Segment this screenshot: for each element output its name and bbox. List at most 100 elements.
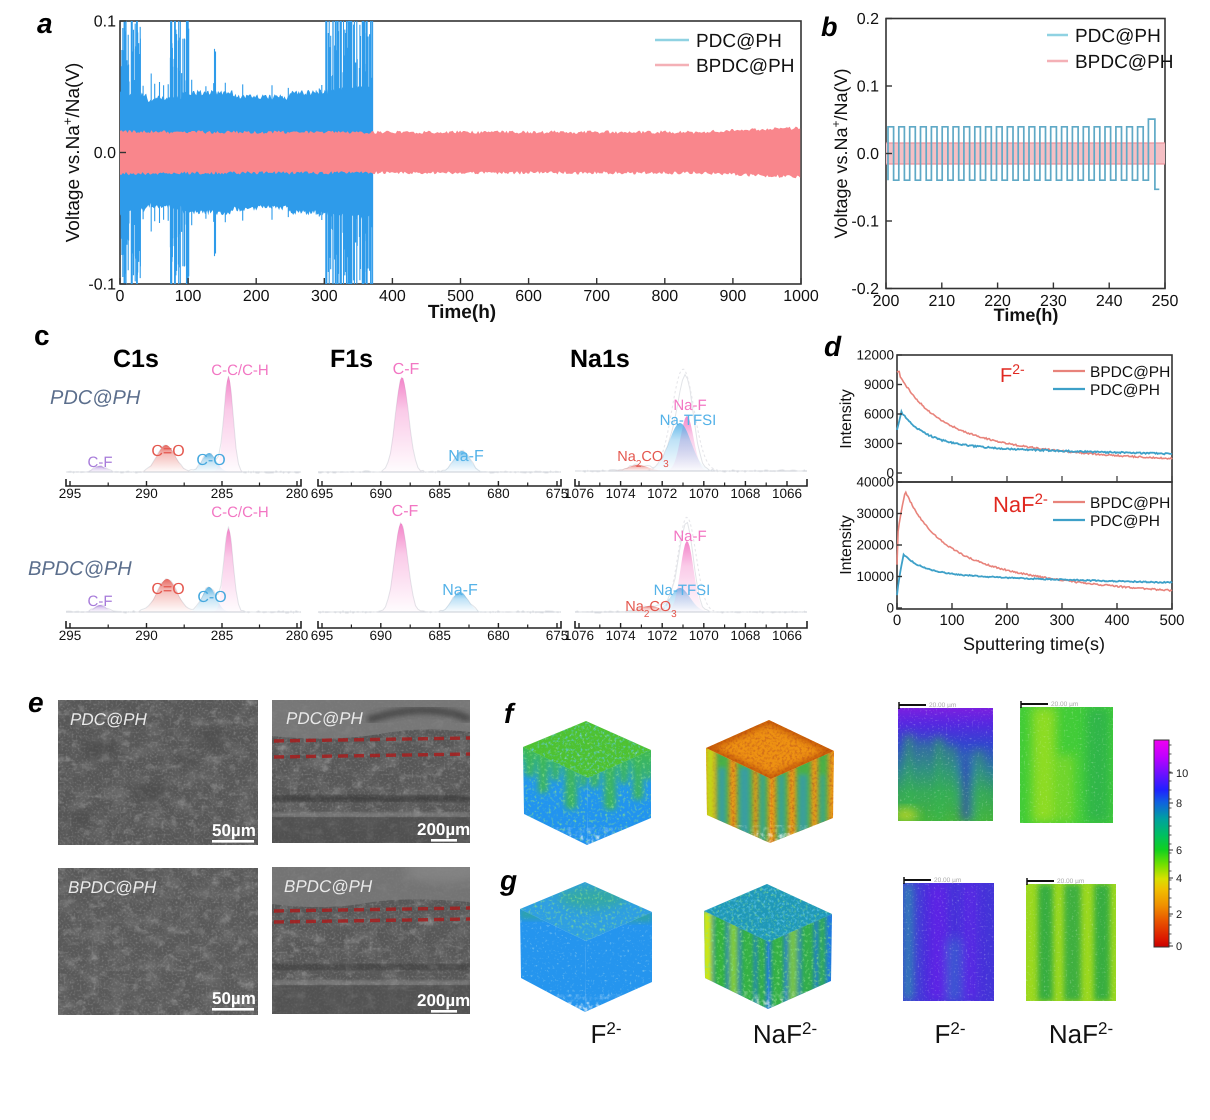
- svg-text:0: 0: [886, 601, 894, 616]
- svg-text:300: 300: [1049, 612, 1074, 629]
- svg-text:Na2CO3: Na2CO3: [617, 449, 669, 470]
- svg-text:220: 220: [984, 293, 1011, 310]
- svg-text:210: 210: [928, 293, 955, 310]
- svg-text:1074: 1074: [606, 486, 637, 501]
- svg-text:3000: 3000: [864, 436, 894, 451]
- svg-text:50µm: 50µm: [212, 821, 256, 840]
- svg-text:0.0: 0.0: [857, 146, 879, 163]
- svg-text:Na-TFSI: Na-TFSI: [660, 412, 717, 429]
- svg-text:1070: 1070: [689, 628, 719, 643]
- svg-text:PDC@PH: PDC@PH: [1090, 513, 1160, 530]
- svg-text:200: 200: [243, 288, 270, 305]
- svg-text:C-C/C-H: C-C/C-H: [211, 504, 269, 521]
- svg-text:285: 285: [211, 628, 234, 643]
- svg-text:c: c: [34, 320, 50, 351]
- svg-text:680: 680: [487, 628, 510, 643]
- svg-text:20.00 µm: 20.00 µm: [1051, 701, 1078, 708]
- svg-text:695: 695: [311, 628, 334, 643]
- svg-text:1072: 1072: [647, 486, 677, 501]
- svg-text:10000: 10000: [856, 569, 894, 584]
- svg-text:675: 675: [546, 486, 569, 501]
- svg-text:a: a: [37, 8, 53, 39]
- svg-text:290: 290: [135, 628, 158, 643]
- svg-text:0.0: 0.0: [94, 145, 116, 162]
- svg-text:1066: 1066: [772, 486, 802, 501]
- svg-text:1000: 1000: [783, 288, 819, 305]
- svg-text:200µm: 200µm: [417, 820, 470, 839]
- svg-text:2: 2: [1176, 909, 1182, 921]
- svg-text:Voltage vs.Na+/Na(V): Voltage vs.Na+/Na(V): [60, 63, 85, 243]
- svg-text:280: 280: [286, 628, 309, 643]
- svg-text:C-F: C-F: [393, 361, 420, 378]
- svg-text:-0.1: -0.1: [851, 214, 879, 231]
- svg-text:C-F: C-F: [392, 503, 419, 520]
- svg-text:BPDC@PH: BPDC@PH: [284, 877, 373, 896]
- svg-text:400: 400: [1104, 612, 1129, 629]
- svg-text:Intensity: Intensity: [838, 389, 855, 449]
- svg-text:280: 280: [286, 486, 309, 501]
- svg-text:700: 700: [583, 288, 610, 305]
- svg-text:200µm: 200µm: [417, 991, 470, 1010]
- svg-text:1070: 1070: [689, 486, 719, 501]
- svg-text:C1s: C1s: [113, 345, 159, 373]
- svg-text:PDC@PH: PDC@PH: [696, 31, 782, 52]
- svg-text:100: 100: [175, 288, 202, 305]
- svg-text:C-F: C-F: [88, 454, 113, 471]
- svg-text:250: 250: [1152, 293, 1179, 310]
- svg-text:PDC@PH: PDC@PH: [50, 387, 141, 409]
- svg-text:BPDC@PH: BPDC@PH: [696, 56, 794, 77]
- svg-text:C-F: C-F: [88, 593, 113, 610]
- svg-text:1076: 1076: [564, 486, 594, 501]
- svg-text:240: 240: [1096, 293, 1123, 310]
- svg-text:8: 8: [1176, 798, 1182, 810]
- svg-text:-0.2: -0.2: [851, 281, 879, 298]
- svg-text:695: 695: [311, 486, 334, 501]
- svg-text:g: g: [499, 865, 517, 896]
- svg-text:d: d: [824, 331, 842, 362]
- svg-text:b: b: [821, 12, 838, 42]
- svg-text:1068: 1068: [730, 486, 760, 501]
- svg-text:PDC@PH: PDC@PH: [1090, 382, 1160, 399]
- svg-text:300: 300: [311, 288, 338, 305]
- svg-text:20.00 µm: 20.00 µm: [929, 702, 956, 709]
- svg-text:0.1: 0.1: [857, 79, 879, 96]
- svg-text:C-O: C-O: [196, 452, 225, 469]
- svg-text:400: 400: [379, 288, 406, 305]
- svg-text:500: 500: [1159, 612, 1184, 629]
- svg-text:4: 4: [1176, 873, 1182, 885]
- svg-text:BPDC@PH: BPDC@PH: [68, 878, 157, 897]
- svg-text:1068: 1068: [730, 628, 760, 643]
- svg-text:1072: 1072: [647, 628, 677, 643]
- svg-text:500: 500: [447, 288, 474, 305]
- svg-text:1076: 1076: [564, 628, 594, 643]
- svg-text:230: 230: [1040, 293, 1067, 310]
- svg-text:Intensity: Intensity: [838, 515, 855, 575]
- svg-text:6000: 6000: [864, 407, 894, 422]
- svg-text:290: 290: [135, 486, 158, 501]
- svg-text:Na-TFSI: Na-TFSI: [654, 582, 711, 599]
- svg-text:200: 200: [873, 293, 900, 310]
- svg-text:285: 285: [211, 486, 234, 501]
- svg-text:0: 0: [886, 466, 894, 481]
- svg-text:6: 6: [1176, 845, 1182, 857]
- svg-text:BPDC@PH: BPDC@PH: [1090, 364, 1170, 381]
- svg-text:295: 295: [59, 628, 82, 643]
- svg-text:C=O: C=O: [151, 581, 184, 598]
- svg-text:100: 100: [939, 612, 964, 629]
- svg-text:0: 0: [1176, 941, 1182, 953]
- svg-text:PDC@PH: PDC@PH: [70, 710, 147, 729]
- svg-text:C=O: C=O: [151, 443, 184, 460]
- svg-text:800: 800: [651, 288, 678, 305]
- svg-text:12000: 12000: [856, 348, 894, 363]
- svg-text:200: 200: [994, 612, 1019, 629]
- svg-text:BPDC@PH: BPDC@PH: [1075, 52, 1173, 73]
- svg-text:20.00 µm: 20.00 µm: [934, 877, 961, 884]
- svg-text:PDC@PH: PDC@PH: [1075, 26, 1161, 47]
- svg-text:900: 900: [720, 288, 747, 305]
- svg-text:20.00 µm: 20.00 µm: [1057, 878, 1084, 885]
- svg-text:Voltage vs.Na+/Na(V): Voltage vs.Na+/Na(V): [829, 68, 851, 238]
- svg-text:C-O: C-O: [197, 589, 226, 606]
- svg-text:0.2: 0.2: [857, 11, 879, 28]
- svg-text:F1s: F1s: [330, 345, 373, 373]
- svg-text:Time(h): Time(h): [428, 302, 496, 323]
